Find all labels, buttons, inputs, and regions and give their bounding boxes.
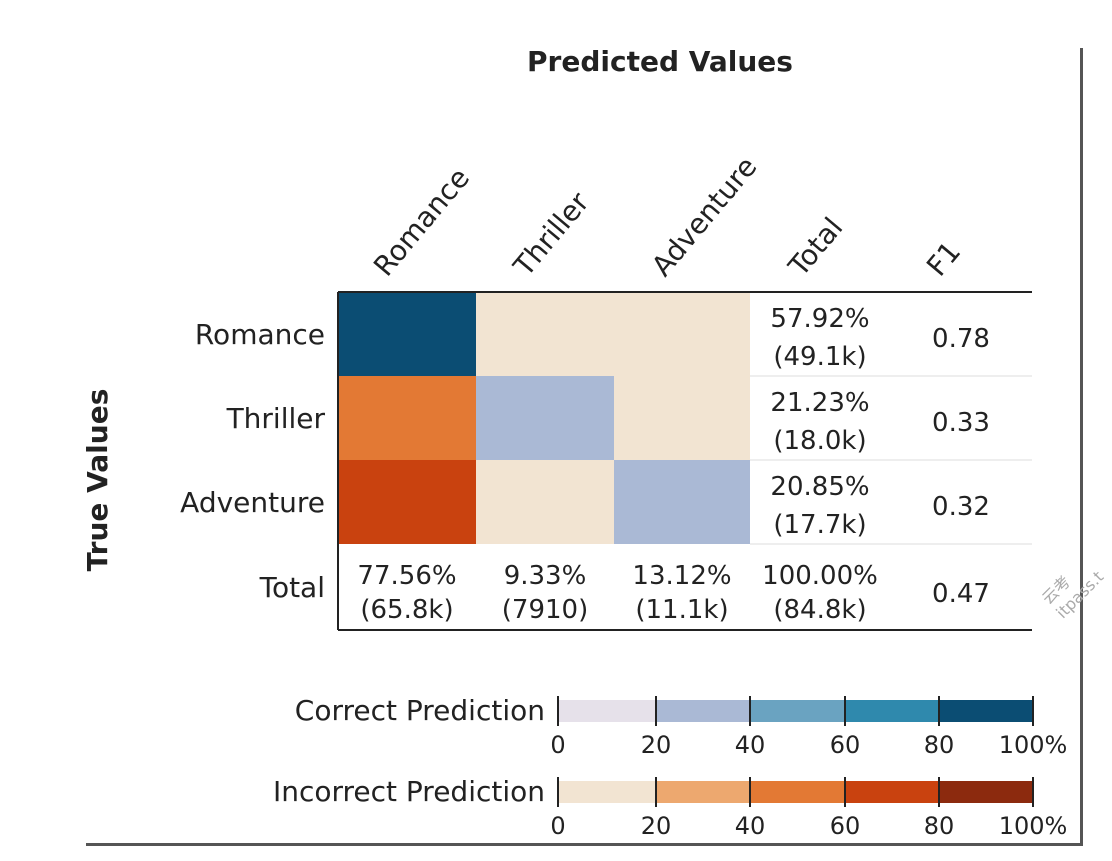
row-total-pct: 21.23% bbox=[770, 388, 869, 418]
legend-tick-label: 100% bbox=[999, 731, 1068, 759]
row-header: Romance bbox=[195, 318, 325, 351]
column-total-pct: 77.56% bbox=[357, 561, 456, 591]
legend-segment bbox=[845, 781, 939, 803]
legend-segment bbox=[750, 700, 845, 722]
legend-segment bbox=[845, 700, 939, 722]
legend-tick-label: 80 bbox=[924, 731, 955, 759]
legend-tick-label: 40 bbox=[735, 812, 766, 840]
row-header: Thriller bbox=[226, 402, 326, 435]
matrix-cell bbox=[476, 460, 614, 544]
legend-tick-label: 80 bbox=[924, 812, 955, 840]
frame-bottom-border bbox=[86, 843, 1083, 846]
column-total-pct: 13.12% bbox=[632, 561, 731, 591]
column-header: Total bbox=[781, 211, 849, 283]
legend-segment bbox=[939, 781, 1033, 803]
row-total-count: (49.1k) bbox=[773, 342, 866, 372]
legend-tick-label: 0 bbox=[550, 812, 565, 840]
legend-label: Incorrect Prediction bbox=[273, 775, 545, 808]
column-header: Thriller bbox=[506, 186, 596, 284]
column-total-pct: 9.33% bbox=[504, 561, 587, 591]
row-total-pct: 57.92% bbox=[770, 304, 869, 334]
overall-f1: 0.47 bbox=[932, 579, 990, 609]
matrix-cell bbox=[338, 460, 476, 544]
matrix-cell bbox=[614, 460, 750, 544]
legend-segment bbox=[558, 781, 656, 803]
legend-segment bbox=[750, 781, 845, 803]
row-f1: 0.78 bbox=[932, 324, 990, 354]
column-total-count: (11.1k) bbox=[635, 595, 728, 625]
chart-title: Predicted Values bbox=[527, 45, 793, 78]
row-header: Total bbox=[259, 571, 325, 604]
row-f1: 0.33 bbox=[932, 408, 990, 438]
legend-tick-label: 20 bbox=[641, 731, 672, 759]
matrix-cell bbox=[614, 376, 750, 460]
row-total-pct: 20.85% bbox=[770, 472, 869, 502]
column-total-pct: 100.00% bbox=[762, 561, 878, 591]
column-total-count: (84.8k) bbox=[773, 595, 866, 625]
legend-tick-label: 20 bbox=[641, 812, 672, 840]
column-header: Adventure bbox=[645, 150, 763, 282]
row-total-count: (17.7k) bbox=[773, 510, 866, 540]
matrix-cell bbox=[614, 292, 750, 376]
column-total-count: (7910) bbox=[502, 595, 588, 625]
matrix-cell bbox=[338, 376, 476, 460]
legend-segment bbox=[939, 700, 1033, 722]
legend-label: Correct Prediction bbox=[295, 694, 545, 727]
row-total-count: (18.0k) bbox=[773, 426, 866, 456]
matrix-cell bbox=[338, 292, 476, 376]
legend-tick-label: 60 bbox=[830, 812, 861, 840]
legend-tick-label: 100% bbox=[999, 812, 1068, 840]
legend-tick-label: 40 bbox=[735, 731, 766, 759]
matrix-cell bbox=[476, 376, 614, 460]
legend-tick-label: 0 bbox=[550, 731, 565, 759]
legend-tick-label: 60 bbox=[830, 731, 861, 759]
column-header: Romance bbox=[367, 162, 476, 283]
legend-segment bbox=[656, 781, 750, 803]
row-header: Adventure bbox=[180, 486, 325, 519]
column-total-count: (65.8k) bbox=[360, 595, 453, 625]
frame-right-border bbox=[1080, 48, 1083, 844]
matrix-cell bbox=[476, 292, 614, 376]
legend-segment bbox=[656, 700, 750, 722]
y-axis-label: True Values bbox=[81, 389, 114, 572]
column-header: F1 bbox=[920, 235, 967, 282]
legend-segment bbox=[558, 700, 656, 722]
row-f1: 0.32 bbox=[932, 492, 990, 522]
